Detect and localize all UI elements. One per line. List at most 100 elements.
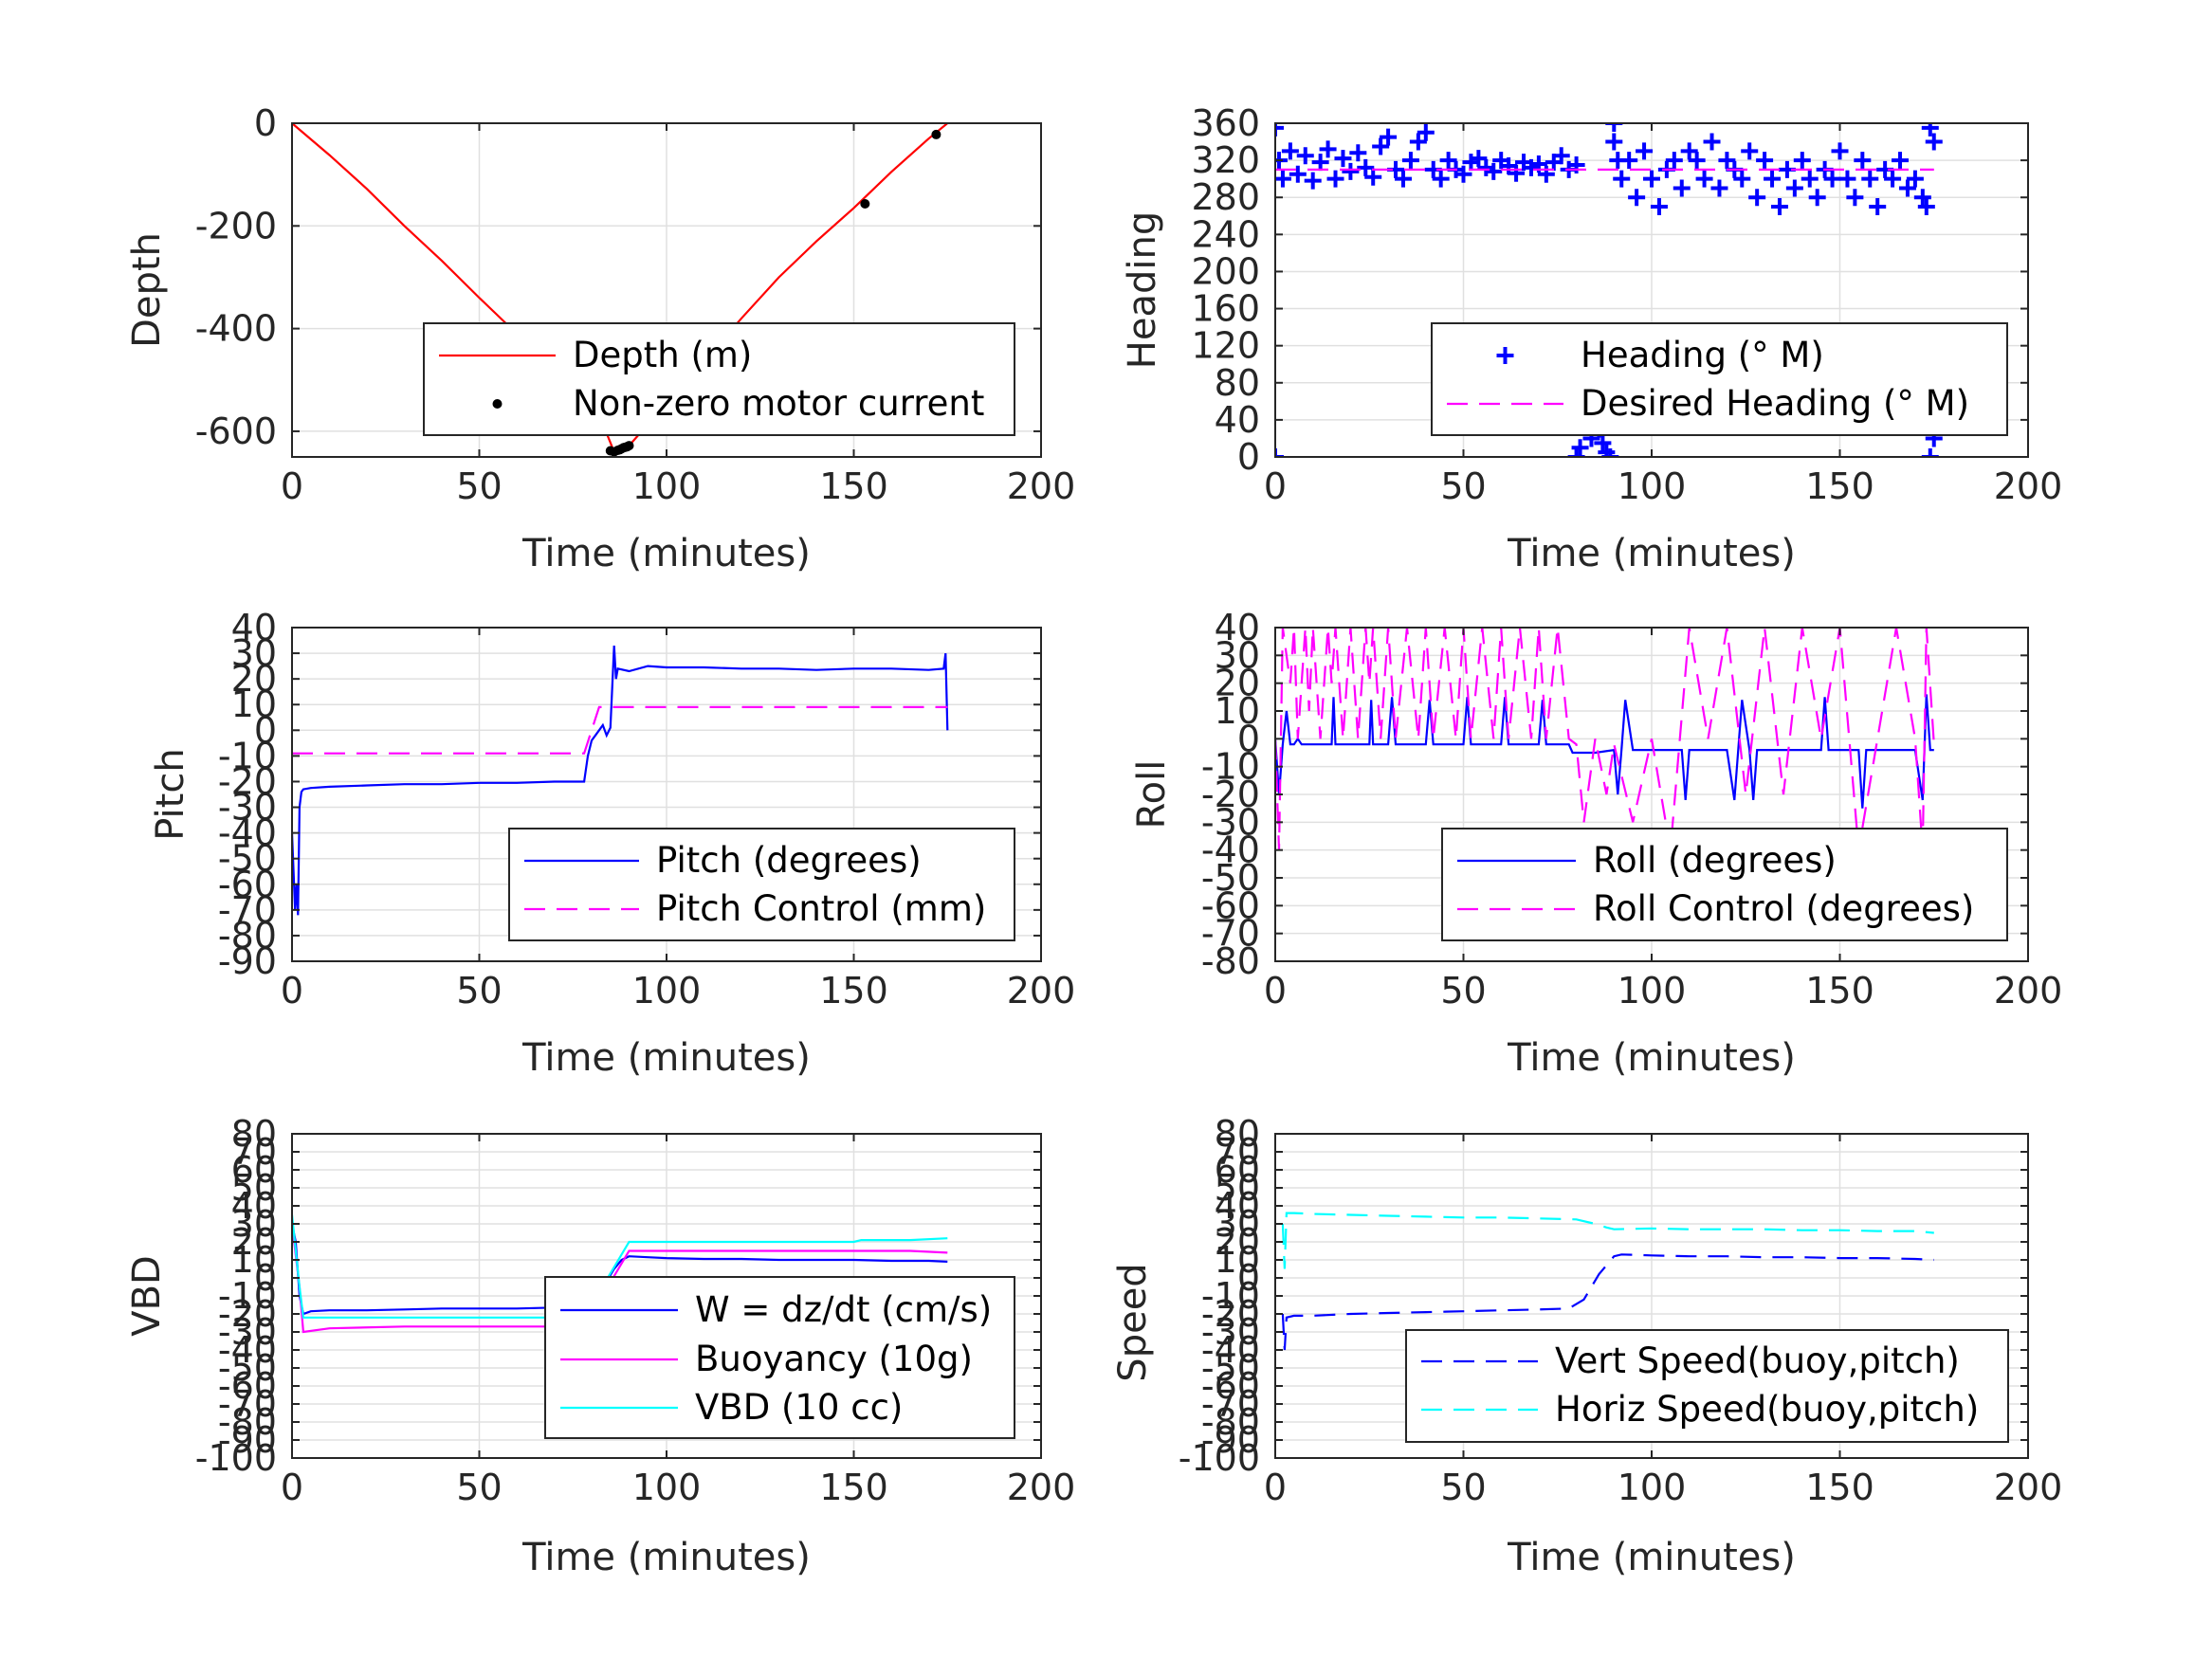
vbd-legend-label-1: W = dz/dt (cm/s)	[695, 1289, 992, 1330]
speed-y-tick-label: -10	[1201, 1275, 1260, 1317]
heading-series-1-point	[1605, 123, 1623, 132]
pitch-x-tick-label: 150	[819, 970, 888, 1012]
pitch-y-tick-label: -70	[218, 889, 277, 931]
roll-y-tick-label: -80	[1201, 940, 1260, 982]
speed-y-tick-label: 60	[1215, 1149, 1260, 1191]
pitch-y-tick-label: -50	[218, 838, 277, 880]
heading-series-1-point	[1571, 439, 1589, 457]
heading-series-1-point	[1394, 170, 1412, 188]
heading-y-tick-label: 240	[1191, 213, 1260, 255]
speed-y-tick-label: 10	[1215, 1239, 1260, 1281]
heading-series-1-point	[1620, 152, 1638, 170]
depth-legend-marker-2	[492, 399, 503, 409]
roll-legend-label-1: Roll (degrees)	[1593, 840, 1837, 881]
vbd-y-tick-label: 40	[231, 1185, 277, 1227]
pitch-y-tick-label: 40	[231, 607, 277, 648]
heading-y-tick-label: 0	[1237, 436, 1260, 478]
heading-series-1-point	[1605, 133, 1623, 151]
heading-series-1-point	[1710, 179, 1728, 197]
roll-x-tick-label: 200	[1994, 970, 2063, 1012]
roll-y-tick-label: 20	[1215, 663, 1260, 704]
vbd-y-tick-label: -90	[218, 1419, 277, 1461]
roll-chart: 0 50 100 150 200-80-70-60-50-40-30-20-100102…	[1130, 607, 2062, 1080]
heading-series-1-point	[1357, 158, 1375, 176]
depth-series-2-point	[860, 199, 870, 210]
vbd-y-axis-label: VBD	[125, 1255, 169, 1337]
heading-series-1-point	[1364, 168, 1382, 186]
heading-series-1-point	[1304, 172, 1322, 190]
vbd-x-tick-label: 150	[819, 1467, 888, 1508]
vbd-y-tick-label: 80	[231, 1113, 277, 1155]
vbd-y-tick-label: -100	[195, 1437, 277, 1479]
vbd-y-tick-label: 70	[231, 1131, 277, 1173]
pitch-y-tick-label: -30	[218, 787, 277, 829]
depth-x-tick-label: 50	[456, 465, 502, 507]
heading-series-1-point	[1921, 448, 1939, 457]
heading-x-tick-label: 200	[1994, 465, 2063, 507]
heading-y-tick-label: 280	[1191, 176, 1260, 218]
speed-x-axis-label: Time (minutes)	[1507, 1536, 1796, 1579]
roll-y-tick-label: -20	[1201, 774, 1260, 815]
vbd-y-tick-label: 50	[231, 1167, 277, 1209]
depth-x-tick-label: 150	[819, 465, 888, 507]
roll-y-tick-label: -30	[1201, 801, 1260, 843]
speed-y-tick-label: 70	[1215, 1131, 1260, 1173]
pitch-y-tick-label: 0	[254, 709, 277, 751]
heading-series-1-point	[1884, 170, 1902, 188]
roll-y-tick-label: -60	[1201, 884, 1260, 926]
roll-y-tick-label: -50	[1201, 857, 1260, 899]
heading-series-1-point	[1801, 170, 1819, 188]
heading-series-1-point	[1650, 198, 1668, 215]
heading-series-1-point	[1695, 170, 1713, 188]
heading-series-1-point	[1733, 170, 1751, 188]
heading-series-1-point	[1598, 444, 1616, 457]
heading-series-1-point	[1613, 170, 1631, 188]
roll-x-tick-label: 0	[1264, 970, 1287, 1012]
speed-series-1-line	[1281, 1253, 1934, 1351]
heading-series-1-point	[1680, 142, 1698, 160]
speed-chart: 0 50 100 150 200-100-90-80-70-60-50-40-30-20…	[1111, 1113, 2062, 1579]
heading-series-1-point	[1311, 154, 1329, 172]
vbd-x-axis-label: Time (minutes)	[521, 1536, 811, 1579]
speed-legend-box	[1405, 1329, 2009, 1443]
pitch-y-tick-label: 20	[231, 658, 277, 700]
speed-y-tick-label: -60	[1201, 1365, 1260, 1407]
depth-x-axis-label: Time (minutes)	[521, 532, 811, 575]
roll-y-tick-label: 30	[1215, 634, 1260, 676]
heading-series-1-point	[1537, 165, 1555, 183]
heading-series-1-point	[1439, 152, 1457, 170]
heading-series-1-point	[1342, 162, 1360, 180]
vbd-y-tick-label: -50	[218, 1347, 277, 1389]
pitch-y-tick-label: -20	[218, 760, 277, 802]
roll-series-2-line	[1275, 628, 1935, 850]
speed-y-tick-label: 80	[1215, 1113, 1260, 1155]
heading-legend-box	[1431, 322, 2008, 436]
speed-y-tick-label: -90	[1201, 1419, 1260, 1461]
roll-plot-area: 0 50 100 150 200-80-70-60-50-40-30-20-100102…	[1201, 607, 2062, 1012]
heading-series-1-point	[1508, 164, 1526, 182]
vbd-y-tick-label: -80	[218, 1401, 277, 1443]
heading-series-1-point	[1688, 152, 1706, 170]
heading-x-axis-label: Time (minutes)	[1507, 532, 1796, 575]
heading-series-1-point	[1906, 170, 1924, 188]
heading-series-1-point	[1401, 152, 1419, 170]
roll-y-tick-label: -70	[1201, 913, 1260, 955]
heading-series-1-point	[1372, 137, 1390, 155]
roll-x-axis-label: Time (minutes)	[1507, 1036, 1796, 1080]
vbd-x-tick-label: 0	[281, 1467, 303, 1508]
heading-x-tick-label: 100	[1618, 465, 1687, 507]
speed-legend-label-2: Horiz Speed(buoy,pitch)	[1555, 1389, 1979, 1430]
heading-series-1-point	[1628, 189, 1646, 207]
vbd-legend-label-3: VBD (10 cc)	[695, 1387, 903, 1428]
heading-series-1-point	[1917, 198, 1935, 215]
pitch-plot-area: 0 50 100 150 200-90-80-70-60-50-40-30-20-100…	[218, 607, 1075, 1012]
depth-x-tick-label: 100	[632, 465, 702, 507]
vbd-legend-box	[544, 1276, 1015, 1439]
depth-series-2-point	[931, 129, 941, 139]
depth-y-axis-label: Depth	[125, 232, 169, 348]
heading-series-1-point	[1417, 123, 1435, 141]
depth-y-tick-label: -200	[195, 205, 277, 246]
heading-y-tick-label: 160	[1191, 288, 1260, 330]
pitch-y-tick-label: -90	[218, 940, 277, 982]
pitch-y-tick-label: -10	[218, 735, 277, 776]
